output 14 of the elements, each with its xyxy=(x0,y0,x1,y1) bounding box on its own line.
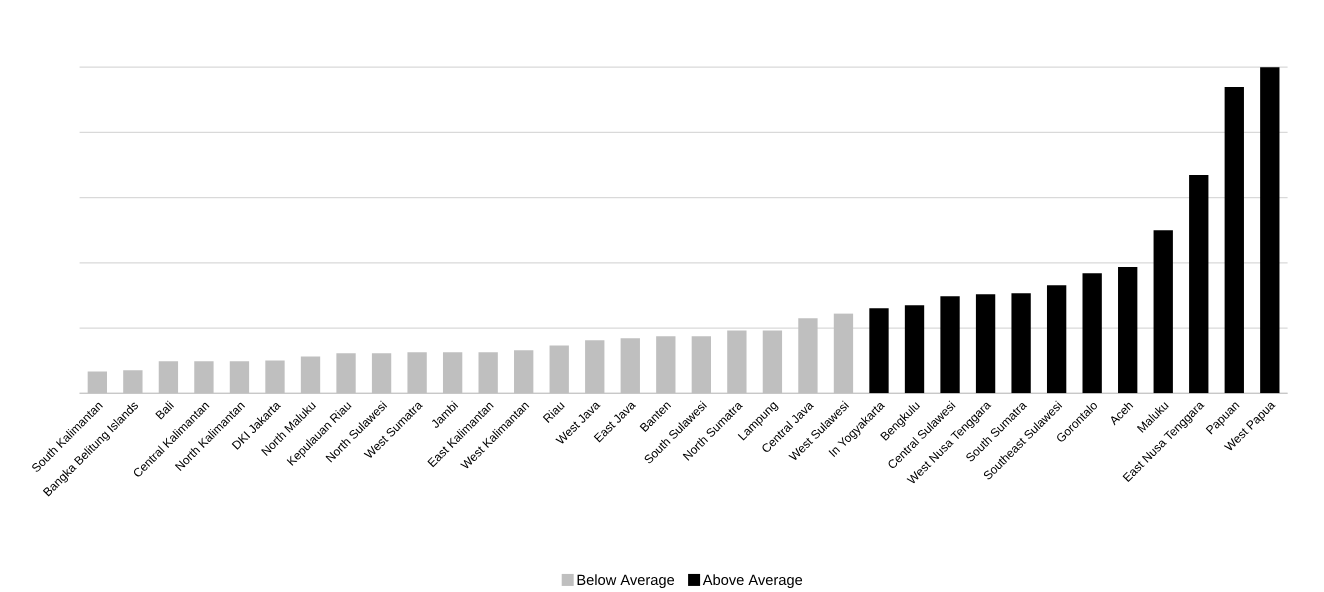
bar xyxy=(1046,285,1067,394)
bar xyxy=(1153,230,1173,394)
bar xyxy=(904,305,925,394)
bar xyxy=(940,296,960,394)
legend-label: Below Average xyxy=(577,574,675,588)
bar xyxy=(1082,273,1102,394)
bar xyxy=(1260,67,1280,394)
legend-label: Above Average xyxy=(702,574,803,588)
bar xyxy=(1118,266,1138,394)
bar xyxy=(869,308,889,394)
bar xyxy=(975,294,996,394)
bar xyxy=(1189,174,1209,394)
bar xyxy=(1224,86,1244,394)
bar xyxy=(1011,293,1031,394)
